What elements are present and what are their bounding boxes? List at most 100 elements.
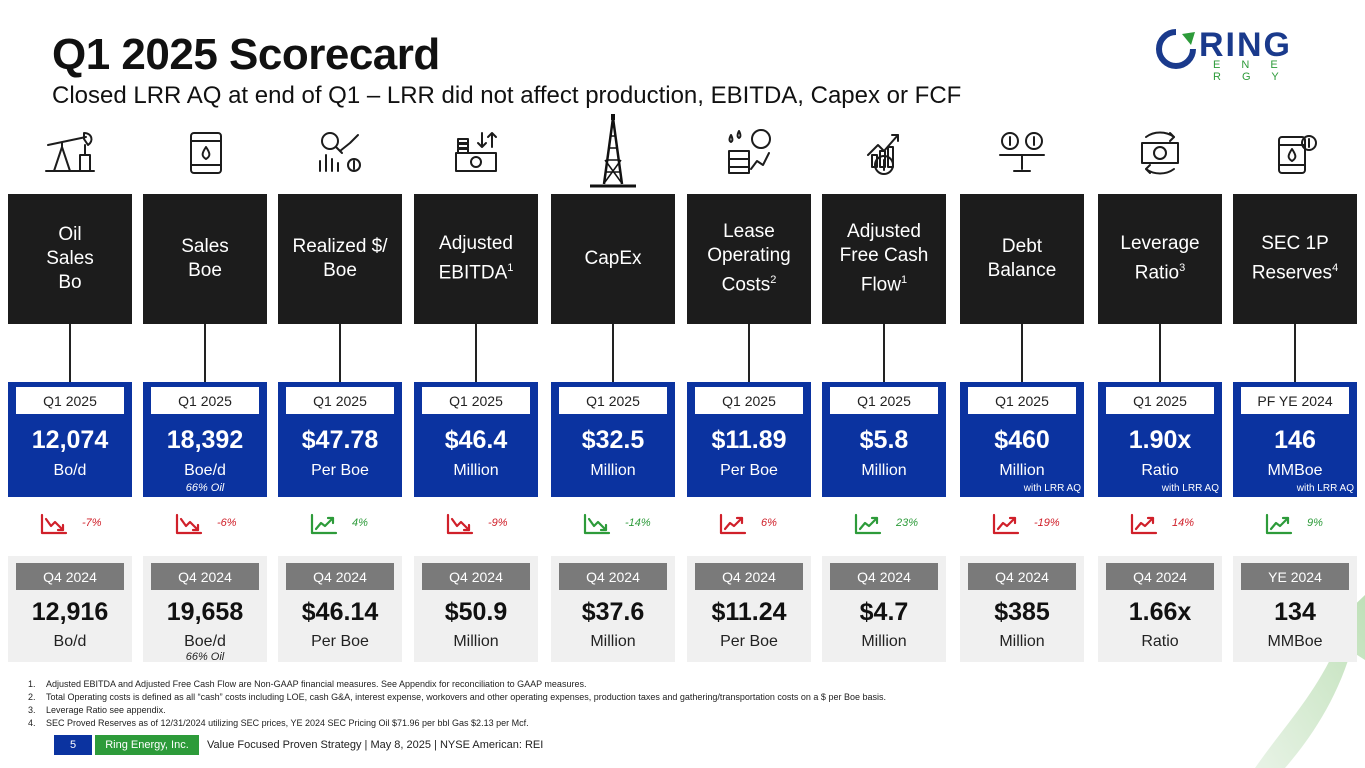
current-period-label: Q1 2025 xyxy=(968,387,1076,414)
current-period-card: Q1 2025 1.90x Ratio with LRR AQ xyxy=(1098,382,1222,497)
metric-column: Leverage Ratio3 Q1 2025 1.90x Ratio with LRR… xyxy=(1098,114,1222,664)
current-period-label: Q1 2025 xyxy=(1106,387,1214,414)
prior-value: $385 xyxy=(994,598,1050,626)
trend-percent: 14% xyxy=(1172,517,1195,529)
current-unit: Million xyxy=(861,462,907,479)
metric-header: CapEx xyxy=(551,194,675,324)
current-period-label: Q1 2025 xyxy=(695,387,803,414)
metric-header: Lease Operating Costs2 xyxy=(687,194,811,324)
prior-period-label: Q4 2024 xyxy=(968,563,1076,590)
footnote-number: 2. xyxy=(28,692,36,702)
metric-header: Debt Balance xyxy=(960,194,1084,324)
current-period-label: Q1 2025 xyxy=(151,387,259,414)
prior-period-card: Q4 2024 12,916 Bo/d xyxy=(8,556,132,662)
page-title: Q1 2025 Scorecard xyxy=(52,30,440,79)
metric-column: Oil Sales Bo Q1 2025 12,074 Bo/d -7% Q4 2024 1… xyxy=(8,114,132,664)
ring-energy-logo: RING E N E R G Y xyxy=(1155,26,1315,83)
prior-period-card: YE 2024 134 MMBoe xyxy=(1233,556,1357,662)
balance-scale-icon xyxy=(999,132,1045,172)
metric-icon xyxy=(8,114,132,192)
current-value: 18,392 xyxy=(166,426,244,454)
metric-header-label: CapEx xyxy=(584,248,642,269)
metric-column: Lease Operating Costs2 Q1 2025 $11.89 Per B… xyxy=(687,114,811,664)
prior-period-label: Q4 2024 xyxy=(830,563,938,590)
prior-unit: Boe/d xyxy=(184,633,226,650)
metric-header-label: Adjusted Free Cash Flow xyxy=(839,221,929,296)
page-subtitle: Closed LRR AQ at end of Q1 – LRR did not… xyxy=(52,82,962,109)
metric-icon xyxy=(1098,114,1222,192)
metric-header: Adjusted Free Cash Flow1 xyxy=(822,194,946,324)
prior-value: 1.66x xyxy=(1128,598,1192,626)
metric-header-label: Sales Boe xyxy=(181,236,229,281)
footnote-ref: 3 xyxy=(1179,262,1186,275)
metric-header-label: Leverage Ratio xyxy=(1120,233,1200,284)
trend-percent: -14% xyxy=(625,517,651,529)
prior-note: 66% Oil xyxy=(185,651,225,663)
current-period-label: Q1 2025 xyxy=(16,387,124,414)
trend-percent: 4% xyxy=(352,517,368,529)
footnote-text: SEC Proved Reserves as of 12/31/2024 uti… xyxy=(46,718,529,728)
prior-value: 19,658 xyxy=(166,598,244,626)
trend-percent: -19% xyxy=(1034,517,1060,529)
metric-column: Adjusted Free Cash Flow1 Q1 2025 $5.8 Milli… xyxy=(822,114,946,664)
current-period-card: Q1 2025 18,392 Boe/d 66% Oil xyxy=(143,382,267,497)
metric-header: Realized $/ Boe xyxy=(278,194,402,324)
connector-line xyxy=(1294,324,1296,382)
current-period-card: Q1 2025 $47.78 Per Boe xyxy=(278,382,402,497)
trend-indicator: -6% xyxy=(173,511,263,537)
company-name: Ring Energy, Inc. xyxy=(95,735,199,755)
oil-barrel-icon xyxy=(190,132,222,174)
footnote-number: 1. xyxy=(28,679,36,689)
footnote-number: 4. xyxy=(28,718,36,728)
current-period-card: Q1 2025 $11.89 Per Boe xyxy=(687,382,811,497)
cash-flow-icon xyxy=(455,132,497,172)
footnote-text: Total Operating costs is defined as all … xyxy=(46,692,886,702)
trend-up-icon xyxy=(1130,513,1158,535)
page-number: 5 xyxy=(54,735,92,755)
current-period-label: Q1 2025 xyxy=(559,387,667,414)
acquisition-tag: with LRR AQ xyxy=(1161,483,1219,494)
connector-line xyxy=(748,324,750,382)
prior-unit: MMBoe xyxy=(1267,633,1323,650)
metric-icon xyxy=(414,114,538,192)
drilling-rig-icon xyxy=(590,114,636,188)
trend-indicator: 4% xyxy=(308,511,398,537)
trend-percent: -6% xyxy=(217,517,237,529)
growth-chart-icon xyxy=(867,134,899,175)
current-unit: Million xyxy=(999,462,1045,479)
metric-header: Leverage Ratio3 xyxy=(1098,194,1222,324)
metric-header-label: Lease Operating Costs xyxy=(707,221,791,296)
prior-period-card: Q4 2024 $37.6 Million xyxy=(551,556,675,662)
operating-costs-icon xyxy=(728,129,771,174)
footnote-ref: 2 xyxy=(770,274,777,287)
current-period-card: Q1 2025 $32.5 Million xyxy=(551,382,675,497)
trend-down-icon xyxy=(40,513,68,535)
connector-line xyxy=(339,324,341,382)
metric-column: Realized $/ Boe Q1 2025 $47.78 Per Boe 4% Q4 … xyxy=(278,114,402,664)
current-unit: Million xyxy=(453,462,499,479)
prior-unit: Million xyxy=(590,633,636,650)
metric-icon xyxy=(822,114,946,192)
prior-period-card: Q4 2024 $11.24 Per Boe xyxy=(687,556,811,662)
footer-strategy: Value Focused Proven Strategy | May 8, 2… xyxy=(207,739,544,751)
trend-up-icon xyxy=(992,513,1020,535)
current-value: $32.5 xyxy=(581,426,645,454)
pumpjack-icon xyxy=(45,132,95,172)
connector-line xyxy=(475,324,477,382)
metric-column: Debt Balance Q1 2025 $460 Million with LRR A… xyxy=(960,114,1084,664)
metric-column: Adjusted EBITDA1 Q1 2025 $46.4 Million -9% Q4… xyxy=(414,114,538,664)
current-value: $11.89 xyxy=(711,426,787,454)
metric-icon xyxy=(143,114,267,192)
metric-header-label: Adjusted EBITDA xyxy=(438,233,513,284)
prior-period-card: Q4 2024 $385 Million xyxy=(960,556,1084,662)
prior-unit: Million xyxy=(999,633,1045,650)
logo-word: RING xyxy=(1199,26,1292,64)
ring-logo-icon xyxy=(1156,29,1196,69)
current-value: $47.78 xyxy=(301,426,379,454)
trend-percent: -7% xyxy=(82,517,102,529)
money-cycle-icon xyxy=(1141,131,1179,175)
prior-value: $11.24 xyxy=(711,598,787,626)
prior-period-card: Q4 2024 $4.7 Million xyxy=(822,556,946,662)
current-period-card: Q1 2025 12,074 Bo/d xyxy=(8,382,132,497)
current-value: 146 xyxy=(1274,426,1316,454)
